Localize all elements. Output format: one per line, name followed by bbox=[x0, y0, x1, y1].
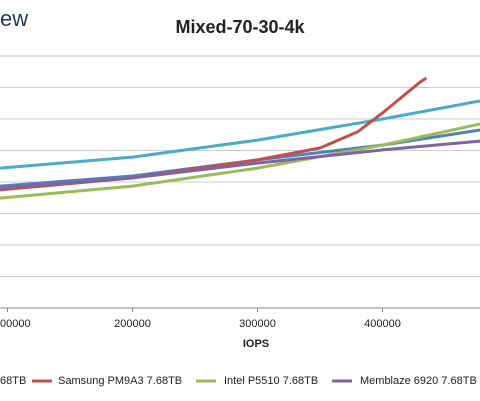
legend-label: Memblaze 6920 7.68TB bbox=[360, 375, 477, 387]
x-axis-label: IOPS bbox=[243, 338, 269, 350]
x-tick-label: 400000 bbox=[364, 318, 401, 330]
x-tick-label: 300000 bbox=[239, 318, 276, 330]
legend-label: Intel P5510 7.68TB bbox=[224, 375, 318, 387]
series-line bbox=[0, 122, 480, 200]
legend-label: 68TB bbox=[0, 375, 26, 387]
x-tick-label: 00000 bbox=[0, 318, 31, 330]
x-tick-label: 200000 bbox=[114, 318, 151, 330]
legend-label: Samsung PM9A3 7.68TB bbox=[58, 375, 182, 387]
chart-title: Mixed-70-30-4k bbox=[175, 17, 305, 37]
logo-text: ew bbox=[0, 6, 28, 31]
series-line bbox=[0, 99, 480, 170]
series-line bbox=[0, 139, 480, 190]
